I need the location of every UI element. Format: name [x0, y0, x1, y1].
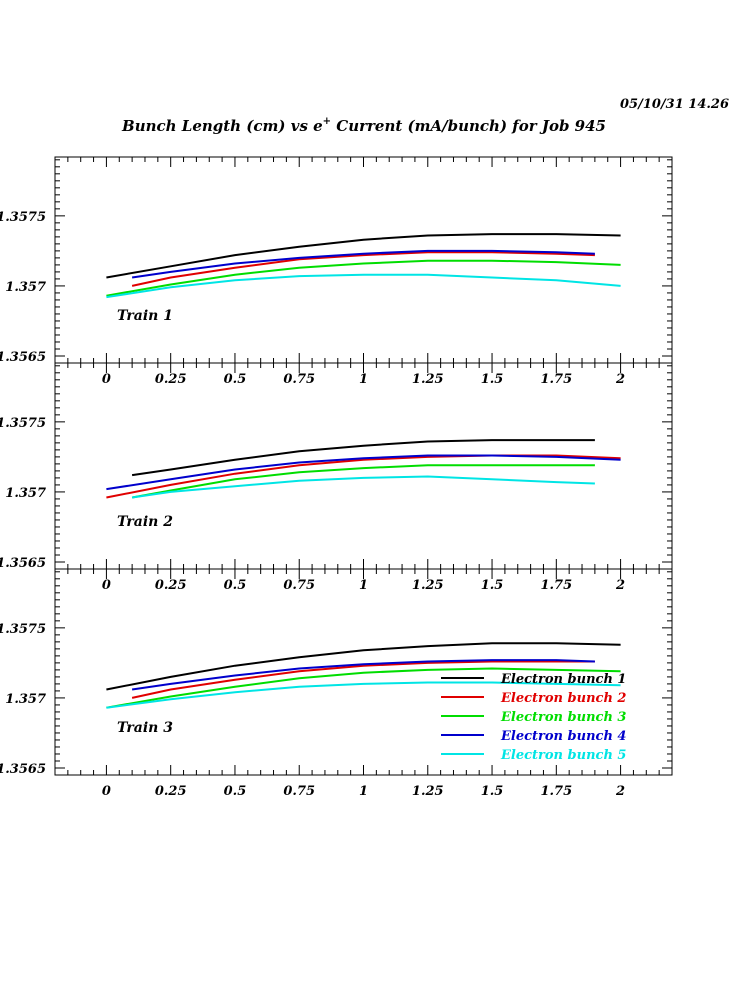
- series-line-bunch-4: [131, 249, 595, 279]
- x-tick-label: 1: [359, 578, 368, 593]
- legend-label: Electron bunch 5: [500, 748, 626, 763]
- series-line-bunch-3: [106, 259, 621, 297]
- legend-label: Electron bunch 3: [500, 710, 626, 725]
- series-line-bunch-4: [106, 454, 621, 491]
- x-tick-label: 0: [102, 578, 111, 593]
- x-tick-label: 1.5: [481, 372, 504, 387]
- series-line-bunch-5: [106, 273, 621, 299]
- x-tick-label: 2: [615, 578, 625, 593]
- x-tick-label: 2: [615, 372, 625, 387]
- x-tick-label: 1.25: [412, 784, 444, 799]
- y-tick-label: 1.3565: [0, 762, 46, 777]
- x-tick-label: 1: [359, 784, 368, 799]
- series-line-bunch-5: [131, 475, 595, 499]
- x-tick-label: 1: [359, 372, 368, 387]
- series-line-bunch-2: [131, 251, 595, 287]
- y-tick-label: 1.357: [5, 486, 46, 501]
- panel-3: 1.3565 1.357 1.3575 0 0.25 0.5 0.75 1 1.25 1.5 1.7…: [0, 568, 673, 799]
- legend: Electron bunch 1 Electron bunch 2 Electron…: [441, 672, 626, 763]
- x-tick-label: 1.75: [540, 784, 572, 799]
- timestamp: 05/10/31 14.26: [620, 97, 729, 112]
- x-tick-label: 0.5: [224, 784, 247, 799]
- y-tick-label: 1.357: [5, 692, 46, 707]
- panel-label: Train 3: [117, 720, 173, 736]
- x-tick-label: 0.25: [155, 372, 187, 387]
- x-tick-label: 2: [615, 784, 625, 799]
- x-tick-label: 1.5: [481, 578, 504, 593]
- x-tick-label: 0.75: [283, 578, 315, 593]
- x-tick-label: 0: [102, 372, 111, 387]
- y-tick-label: 1.3575: [0, 622, 46, 637]
- series-line-bunch-3: [131, 464, 595, 499]
- y-tick-label: 1.357: [5, 280, 46, 295]
- y-tick-label: 1.3575: [0, 210, 46, 225]
- chart-title: Bunch Length (cm) vs e+ Current (mA/bunc…: [121, 116, 606, 135]
- x-tick-label: 1.5: [481, 784, 504, 799]
- x-tick-label: 1.25: [412, 578, 444, 593]
- panel-label: Train 1: [117, 308, 173, 324]
- series-line-bunch-1: [106, 642, 621, 691]
- x-tick-label: 0: [102, 784, 111, 799]
- panel-2: 1.3565 1.357 1.3575 0 0.25 0.5 0.75 1 1.25 1.5 1.7…: [0, 362, 673, 593]
- x-tick-label: 0.75: [283, 372, 315, 387]
- panel-label: Train 2: [117, 514, 173, 530]
- x-tick-label: 1.75: [540, 578, 572, 593]
- y-tick-label: 1.3565: [0, 556, 46, 571]
- series-line-bunch-5: [106, 681, 621, 709]
- legend-label: Electron bunch 2: [500, 691, 626, 706]
- series-line-bunch-2: [131, 660, 595, 699]
- panels: 1.3565 1.357 1.3575 0 0.25 0.5 0.75 1 1.25 1.5 1.7…: [0, 156, 673, 799]
- chart-title-superscript: +: [323, 116, 331, 127]
- chart-title-part2: Current (mA/bunch) for Job 945: [331, 117, 606, 135]
- panel-1: 1.3565 1.357 1.3575 0 0.25 0.5 0.75 1 1.25 1.5 1.7…: [0, 156, 673, 387]
- x-tick-label: 0.75: [283, 784, 315, 799]
- series-line-bunch-1: [131, 439, 595, 477]
- x-tick-label: 0.25: [155, 784, 187, 799]
- x-tick-label: 0.5: [224, 578, 247, 593]
- x-tick-label: 1.25: [412, 372, 444, 387]
- chart-title-part1: Bunch Length (cm) vs e: [121, 117, 323, 135]
- series-line-bunch-4: [131, 659, 595, 691]
- series-line-bunch-1: [106, 233, 621, 279]
- x-tick-label: 0.5: [224, 372, 247, 387]
- x-tick-label: 0.25: [155, 578, 187, 593]
- y-tick-label: 1.3575: [0, 416, 46, 431]
- x-tick-label: 1.75: [540, 372, 572, 387]
- series-line-bunch-3: [106, 667, 621, 709]
- panel-frame: [54, 156, 673, 364]
- legend-label: Electron bunch 4: [500, 729, 626, 744]
- y-tick-label: 1.3565: [0, 350, 46, 365]
- legend-label: Electron bunch 1: [500, 672, 626, 687]
